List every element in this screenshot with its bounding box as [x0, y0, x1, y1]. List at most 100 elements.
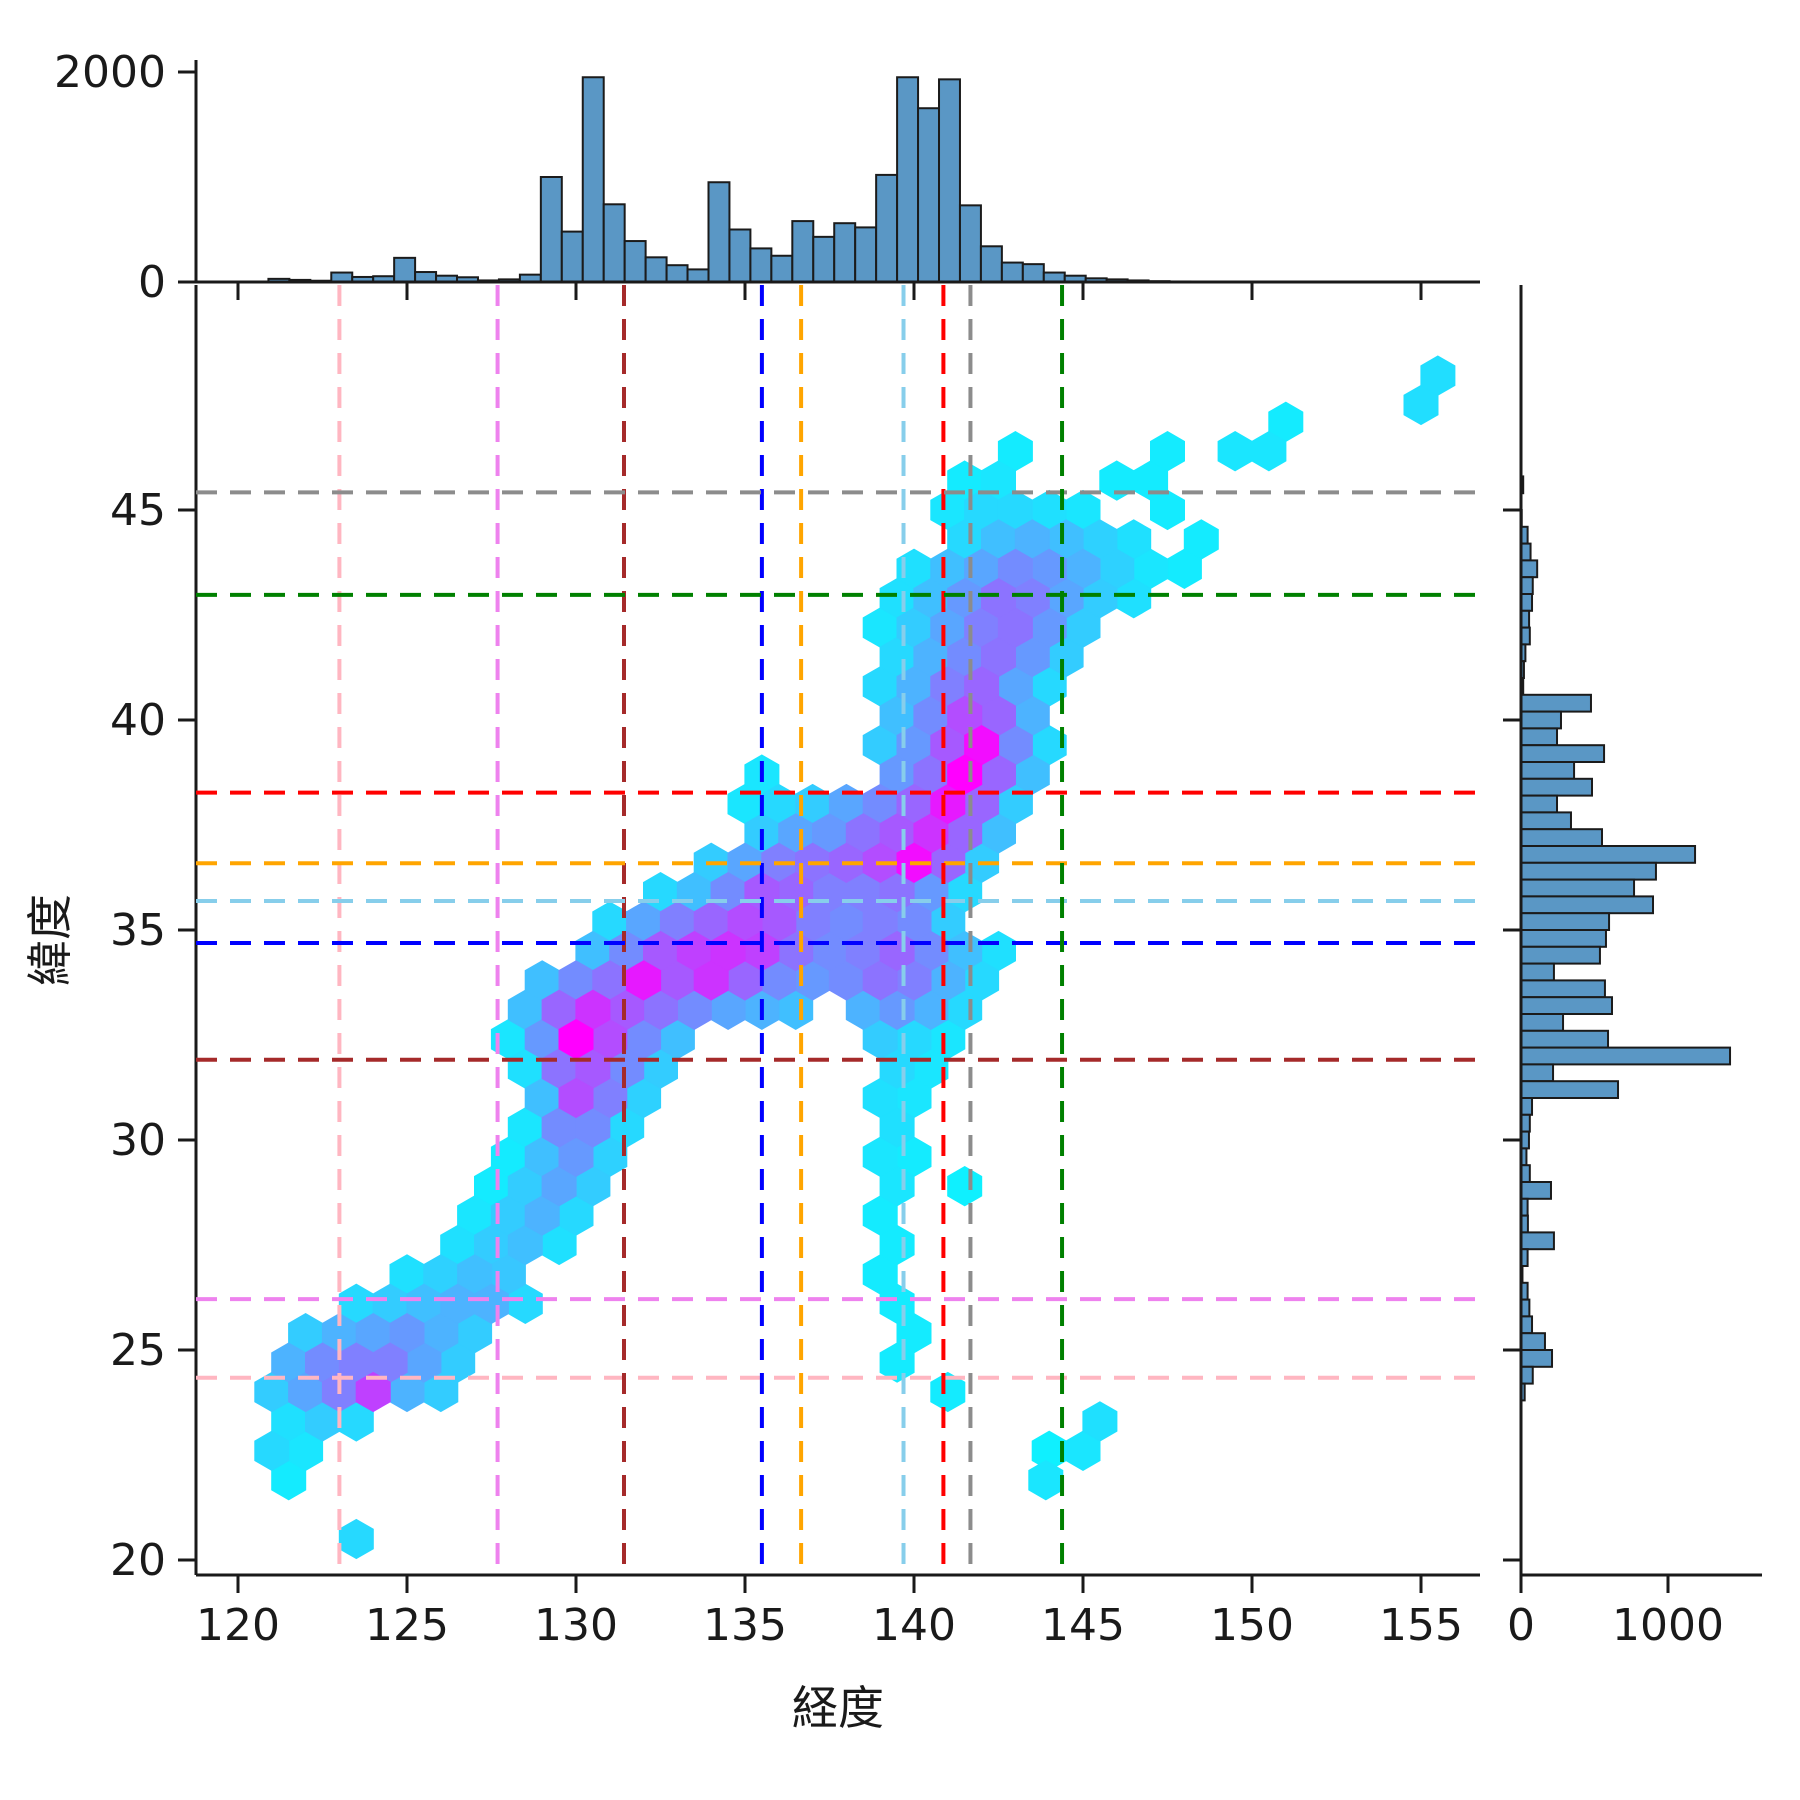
hist-bar: [1520, 1231, 1555, 1251]
y-axis-title: 緯度: [23, 894, 77, 986]
hexbin-cell: [947, 1166, 983, 1207]
hist-bar: [560, 230, 584, 284]
y-tick-label: 45: [110, 485, 166, 536]
hist-bar: [896, 76, 920, 283]
top-hist-tick-label: 2000: [54, 47, 166, 98]
hexbin-cell: [558, 1077, 594, 1119]
hist-bar: [665, 264, 689, 284]
hist-bar: [1520, 979, 1606, 999]
hist-bar: [602, 203, 626, 283]
hist-bar: [1520, 727, 1559, 747]
hist-bar: [1520, 1080, 1620, 1099]
hexbin-cell: [1217, 431, 1253, 472]
hexbin-cell: [626, 960, 662, 1001]
hist-bar: [938, 78, 961, 283]
y-tick-label: 35: [110, 905, 166, 956]
hist-bar: [833, 222, 857, 283]
hist-bar: [1520, 559, 1539, 579]
right-hist-tick-label: 0: [1507, 1600, 1535, 1651]
hist-bar: [539, 176, 563, 283]
x-tick-label: 135: [703, 1600, 787, 1651]
right-hist-tick-label: 1000: [1612, 1600, 1724, 1651]
y-tick-label: 20: [110, 1535, 166, 1586]
hist-bar: [1520, 794, 1559, 814]
hist-bar: [1520, 1097, 1534, 1116]
hist-bar: [1520, 1029, 1610, 1049]
hist-bar: [1520, 1013, 1565, 1032]
x-tick-label: 145: [1041, 1600, 1125, 1651]
hist-bar: [686, 268, 710, 283]
main-axes: 120 125 130 135 140 145 150 155 20 25 30 35 40 45: [110, 285, 1480, 1651]
hexbin-cell: [1150, 431, 1185, 472]
hexbin-cell: [1183, 519, 1219, 560]
hist-bar: [1520, 1063, 1555, 1083]
hexbin-cell: [355, 1371, 391, 1413]
hist-bar: [644, 256, 668, 284]
x-axis-title: 経度: [792, 1681, 884, 1735]
hist-bar: [1520, 693, 1592, 713]
hist-bar: [749, 247, 773, 283]
y-tick-label: 40: [110, 695, 166, 746]
hist-bar: [791, 220, 815, 284]
hist-bar: [812, 235, 836, 284]
hist-bar: [1520, 761, 1576, 780]
x-tick-label: 150: [1210, 1600, 1294, 1651]
hist-bar: [1520, 1365, 1534, 1385]
hist-bar: [875, 173, 899, 283]
y-tick-label: 30: [110, 1115, 166, 1166]
hist-bar: [1021, 263, 1045, 283]
hexbin-cell: [338, 1518, 374, 1560]
hist-bar: [1520, 878, 1636, 898]
x-tick-label: 125: [365, 1600, 449, 1651]
hexbin-cell: [930, 1371, 966, 1413]
hist-bar: [623, 240, 647, 284]
hist-bar: [1520, 962, 1555, 982]
hist-bar: [1520, 744, 1606, 764]
hist-bar: [1520, 895, 1655, 915]
hexbin-cell: [1251, 431, 1287, 472]
hexbin-cell: [254, 1430, 290, 1471]
top-hist-tick-label: 0: [138, 257, 166, 308]
hist-bar: [958, 204, 982, 284]
hist-bar: [854, 226, 878, 283]
hist-bar: [1000, 261, 1024, 284]
hist-bar: [1520, 845, 1697, 864]
hist-bar: [393, 256, 417, 284]
hist-bar: [1520, 912, 1611, 932]
hist-bar: [728, 228, 752, 283]
hist-bar: [1520, 929, 1607, 948]
hist-bar: [1520, 828, 1603, 848]
hist-bar: [1520, 996, 1613, 1016]
hist-bar: [1520, 1332, 1546, 1351]
hexbin-cell: [1082, 1401, 1118, 1442]
right-marginal-histogram: 0 1000: [1503, 285, 1762, 1651]
hist-bar: [1520, 777, 1594, 797]
hist-bar: [1520, 861, 1657, 881]
hist-bar: [581, 76, 605, 283]
hist-bar: [1520, 1181, 1552, 1200]
hist-bar: [1520, 811, 1572, 831]
hist-bar: [1520, 945, 1601, 965]
crosshair-lines: [196, 285, 1480, 1575]
x-tick-label: 155: [1379, 1600, 1463, 1651]
hist-bar: [1520, 576, 1534, 596]
hist-bar: [770, 254, 794, 283]
x-tick-label: 130: [534, 1600, 618, 1651]
hexbin-cell: [474, 1283, 509, 1324]
hist-bar: [1520, 710, 1562, 730]
hist-bar: [707, 181, 731, 283]
hexbin-cell: [1420, 355, 1456, 396]
hist-bar: [1520, 1349, 1554, 1368]
x-tick-label: 140: [872, 1600, 956, 1651]
hist-bar: [1520, 1046, 1732, 1066]
hist-bar: [979, 245, 1003, 284]
hist-bar: [917, 107, 941, 283]
y-tick-label: 25: [110, 1325, 166, 1376]
hexbin-cell: [981, 578, 1016, 619]
hist-bar: [1520, 1315, 1534, 1335]
hexbin-cell: [1028, 1460, 1064, 1501]
hist-bar: [1520, 593, 1534, 612]
top-marginal-histogram: 0 2000: [54, 47, 1480, 308]
